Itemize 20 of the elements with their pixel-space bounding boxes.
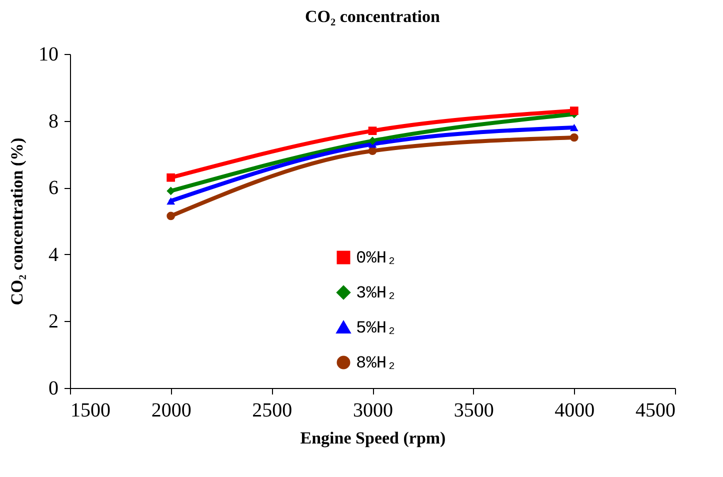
x-tick-label: 4500 [636,400,676,422]
y-tick-label: 0 [48,378,58,400]
y-tick-label: 4 [48,244,58,266]
y-axis-title: CO₂ concentration (%) [8,138,26,306]
legend-label: 3%H₂ [356,284,397,304]
x-tick-label: 3500 [454,400,494,422]
legend-label: 0%H₂ [356,250,397,268]
y-tick-label: 6 [48,177,58,200]
x-axis-title: Engine Speed (rpm) [300,428,446,448]
legend-label: 5%H₂ [356,320,397,338]
y-tick-label: 2 [48,310,58,333]
y-tick-label: 10 [38,44,58,66]
chart-title: CO₂ concentration [305,7,441,26]
x-tick-label: 3000 [353,400,393,422]
x-tick-label: 4000 [554,400,595,422]
x-tick-label: 2500 [252,400,292,422]
x-tick-label: 2000 [151,400,192,422]
legend-label: 8%H₂ [356,354,397,374]
x-tick-label: 1500 [70,400,110,422]
y-tick-label: 8 [48,110,58,132]
